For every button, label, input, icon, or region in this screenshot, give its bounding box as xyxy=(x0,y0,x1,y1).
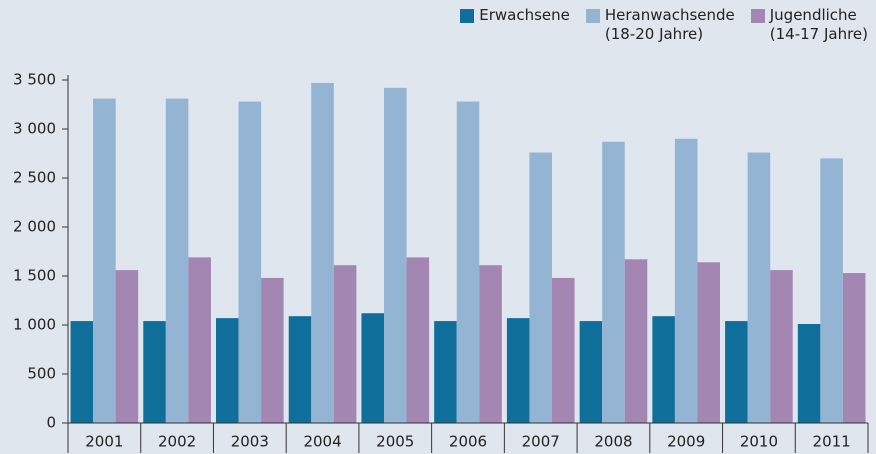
bar xyxy=(216,318,239,423)
bar xyxy=(165,98,189,424)
x-tick-label: 2009 xyxy=(667,433,705,451)
bar xyxy=(115,270,139,423)
x-tick-label: 2008 xyxy=(594,433,632,451)
legend-item: Erwachsene xyxy=(460,6,570,44)
bar xyxy=(552,277,575,423)
x-tick-label: 2011 xyxy=(813,433,851,451)
bar xyxy=(70,321,94,423)
bar xyxy=(747,152,771,423)
y-tick-label: 3 000 xyxy=(13,120,56,138)
bar xyxy=(261,277,284,423)
x-tick-label: 2003 xyxy=(231,433,269,451)
bar xyxy=(529,152,552,423)
x-tick-label: 2005 xyxy=(376,433,414,451)
bar xyxy=(188,257,211,423)
bar xyxy=(456,101,480,423)
bar xyxy=(479,265,502,423)
bar xyxy=(333,265,357,423)
bar xyxy=(820,158,843,423)
legend-label: Jugendliche (14-17 Jahre) xyxy=(769,6,868,43)
bar xyxy=(579,321,603,423)
x-tick-label: 2004 xyxy=(303,433,341,451)
y-tick-label: 2 500 xyxy=(13,169,56,187)
bar xyxy=(674,138,698,424)
x-tick-label: 2010 xyxy=(740,433,778,451)
x-tick-label: 2002 xyxy=(158,433,196,451)
bar xyxy=(288,316,312,423)
bar xyxy=(770,270,793,423)
bar xyxy=(361,313,384,423)
bar xyxy=(506,318,530,423)
legend-swatch xyxy=(750,9,765,23)
bar xyxy=(406,257,430,423)
legend-item: Jugendliche (14-17 Jahre) xyxy=(750,6,868,44)
y-tick-label: 3 500 xyxy=(13,71,56,89)
legend-swatch xyxy=(585,9,600,23)
bar xyxy=(697,262,720,423)
bar xyxy=(725,321,748,423)
bar xyxy=(384,87,407,423)
bar xyxy=(311,82,334,423)
bar xyxy=(143,321,166,423)
bar xyxy=(434,321,457,423)
legend-swatch xyxy=(460,9,475,23)
bar xyxy=(842,273,866,423)
x-tick-label: 2006 xyxy=(449,433,487,451)
y-tick-label: 0 xyxy=(46,414,56,432)
x-tick-label: 2001 xyxy=(85,433,123,451)
bar xyxy=(602,141,625,424)
bar xyxy=(624,259,648,423)
legend-label: Erwachsene xyxy=(479,6,570,24)
legend: Erwachsene Heranwachsende (18-20 Jahre) Ju… xyxy=(460,6,868,44)
y-tick-label: 1 000 xyxy=(13,316,56,334)
legend-item: Heranwachsende (18-20 Jahre) xyxy=(585,6,735,44)
x-tick-label: 2007 xyxy=(522,433,560,451)
y-tick-label: 2 000 xyxy=(13,218,56,236)
bar xyxy=(238,101,262,423)
bar xyxy=(797,324,821,423)
bar xyxy=(652,316,675,423)
y-tick-label: 1 500 xyxy=(13,267,56,285)
legend-label: Heranwachsende (18-20 Jahre) xyxy=(604,6,735,43)
bar xyxy=(93,98,116,424)
y-tick-label: 500 xyxy=(27,365,56,383)
